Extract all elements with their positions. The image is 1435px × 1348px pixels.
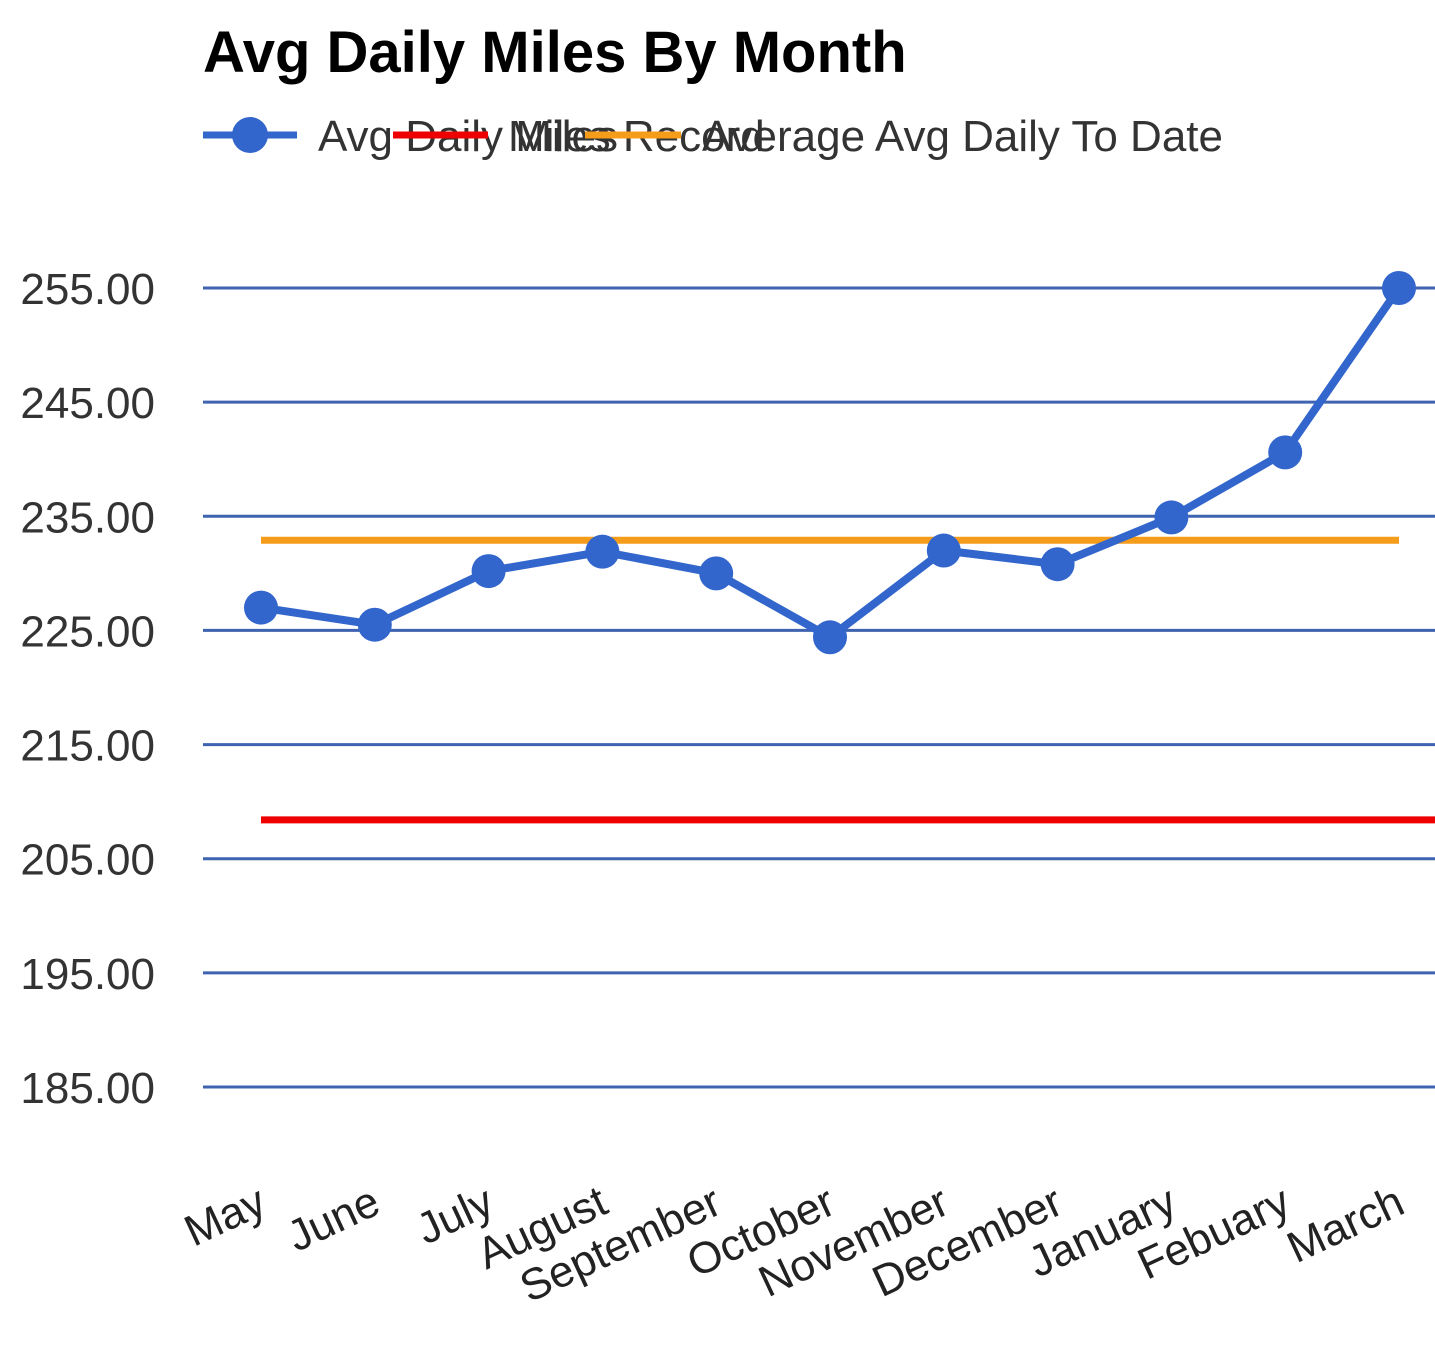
data-point [813, 620, 847, 655]
gridlines [203, 286, 1435, 1089]
data-point [1382, 271, 1416, 305]
data-point [357, 607, 392, 642]
data-point [471, 554, 506, 589]
legend-marker [232, 117, 268, 153]
y-tick-label: 235.00 [20, 493, 155, 542]
data-point [585, 534, 620, 569]
y-tick-label: 215.00 [20, 722, 155, 771]
series-layer [244, 271, 1435, 824]
x-axis-tick-labels: May June JulyAugustSeptemberOctoberNovembe… [177, 1177, 1411, 1312]
y-tick-label: 195.00 [20, 950, 155, 999]
data-point [926, 533, 961, 568]
y-tick-label: 245.00 [20, 379, 155, 428]
chart-title: Avg Daily Miles By Month [203, 20, 907, 85]
x-tick-label: May [177, 1177, 273, 1257]
legend-label: Average Avg Daily To Date [702, 112, 1223, 161]
data-point [699, 556, 734, 591]
data-point [1040, 547, 1075, 582]
y-tick-label: 225.00 [20, 607, 155, 656]
data-point [1268, 435, 1303, 470]
x-tick-label: March [1280, 1177, 1412, 1273]
x-tick-label: June [280, 1177, 387, 1262]
series-line [260, 285, 1403, 642]
y-axis-tick-labels: 185.00 195.00 205.00 215.00 225.00 235.00 245.… [20, 265, 155, 1113]
y-tick-label: 255.00 [20, 265, 155, 314]
y-tick-label: 205.00 [20, 836, 155, 885]
y-tick-label: 185.00 [20, 1064, 155, 1113]
data-point [1154, 500, 1189, 535]
data-point [244, 590, 278, 625]
